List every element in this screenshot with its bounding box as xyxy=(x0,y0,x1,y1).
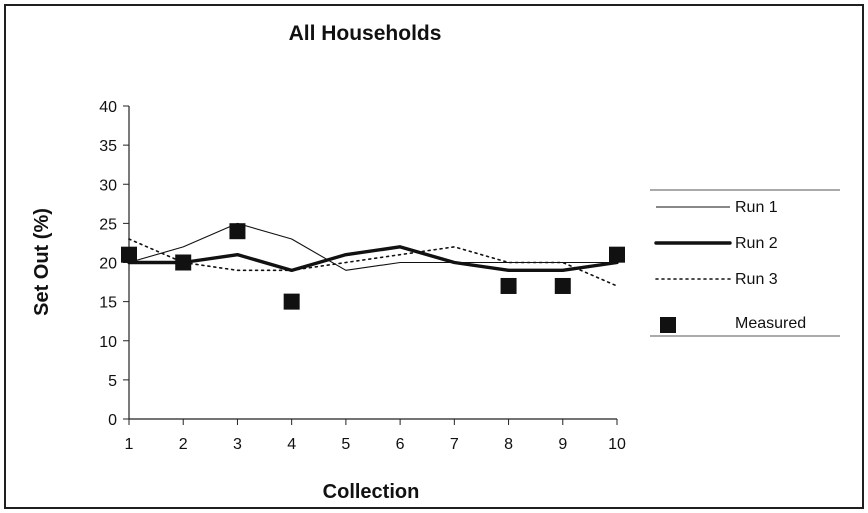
x-tick-label: 7 xyxy=(450,436,459,453)
measured-point xyxy=(500,277,517,294)
legend-label-run-3: Run 3 xyxy=(735,271,778,288)
legend-label-run-1: Run 1 xyxy=(735,199,778,216)
legend: Run 1 Run 2 Run 3 Measured xyxy=(650,189,840,337)
y-tick-label: 35 xyxy=(99,138,117,155)
measured-point xyxy=(609,246,625,263)
measured-point xyxy=(283,293,300,310)
x-tick-label: 2 xyxy=(179,436,188,453)
y-tick-label: 40 xyxy=(99,99,117,116)
measured-point xyxy=(554,277,571,294)
x-tick-label: 5 xyxy=(341,436,350,453)
x-tick-label: 10 xyxy=(608,436,626,453)
measured-point xyxy=(229,223,246,240)
measured-point xyxy=(121,246,137,263)
y-tick-label: 10 xyxy=(99,334,117,351)
y-tick-label: 20 xyxy=(99,256,117,273)
legend-label-run-2: Run 2 xyxy=(735,235,778,252)
y-tick-label: 30 xyxy=(99,177,117,194)
x-tick-label: 8 xyxy=(504,436,513,453)
series-line-run-2 xyxy=(127,245,619,273)
chart-title: All Households xyxy=(289,22,442,45)
y-tick-label: 5 xyxy=(108,373,117,390)
legend-marker-measured xyxy=(660,317,676,333)
y-axis-title: Set Out (%) xyxy=(31,208,53,316)
x-tick-label: 1 xyxy=(125,436,134,453)
series-line-run-3 xyxy=(128,238,618,287)
x-tick-label: 6 xyxy=(396,436,405,453)
legend-label-measured: Measured xyxy=(735,315,806,332)
x-tick-label: 3 xyxy=(233,436,242,453)
x-tick-label: 9 xyxy=(558,436,567,453)
y-tick-label: 0 xyxy=(108,412,117,429)
measured-point xyxy=(175,254,192,271)
x-tick-label: 4 xyxy=(287,436,296,453)
y-tick-label: 15 xyxy=(99,295,117,312)
y-tick-label: 25 xyxy=(99,216,117,233)
x-axis-title: Collection xyxy=(323,481,420,503)
plot-area: 0 5 10 15 20 25 30 35 40 1 2 3 4 5 6 7 8 9 10 xyxy=(99,99,626,453)
